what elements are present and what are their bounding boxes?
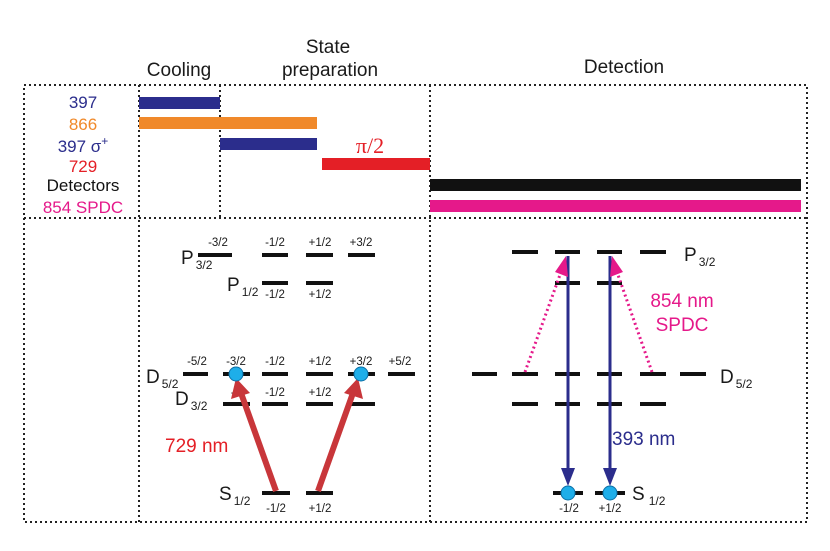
mj-P12-p12: +1/2	[309, 289, 332, 301]
mj-P32-p32: +3/2	[350, 237, 373, 249]
mj-D32-m12: -1/2	[265, 387, 285, 399]
det-mj-m12: -1/2	[559, 503, 579, 515]
label-866: 866	[69, 115, 97, 134]
pulse-866	[139, 117, 317, 129]
pulse-854	[430, 200, 801, 212]
prep-levels: P 3/2 -3/2 -1/2 +1/2 +3/2 P 1/2 -1/2 +1/2 …	[146, 237, 415, 515]
arrow-729-left	[238, 391, 279, 493]
label-pi-half: π/2	[356, 133, 384, 158]
mj-D52-m32: -3/2	[226, 356, 246, 368]
header-cooling: Cooling	[147, 60, 211, 81]
header-detection: Detection	[584, 57, 664, 78]
arrow-854-right	[615, 271, 654, 373]
label-397: 397	[69, 93, 97, 112]
sequence-labels: 397 866 397 σ+ 729 Detectors 854 SPDC	[43, 93, 123, 217]
det-label-S12: S 1/2	[632, 484, 666, 508]
label-P12: P 1/2	[227, 275, 259, 299]
mj-D52-m12: -1/2	[265, 356, 285, 368]
arrow-729-right	[315, 391, 356, 493]
label-detectors: Detectors	[47, 176, 120, 195]
mj-S12-p12: +1/2	[309, 503, 332, 515]
ion-dot-D52-m32	[228, 366, 244, 382]
header-state-line1: State	[306, 37, 350, 58]
arrowhead-854-left	[555, 256, 568, 277]
pulse-detectors	[430, 179, 801, 191]
det-mj-p12: +1/2	[599, 503, 622, 515]
arrow-854-left	[523, 271, 563, 373]
mj-D52-p12: +1/2	[309, 356, 332, 368]
mj-P12-m12: -1/2	[265, 289, 285, 301]
mj-D32-p12: +1/2	[309, 387, 332, 399]
label-D32: D 3/2	[175, 389, 208, 413]
header-state-line2: preparation	[282, 60, 378, 81]
mj-S12-m12: -1/2	[266, 503, 286, 515]
arrowhead-854-right	[610, 256, 623, 277]
outer-frame	[23, 84, 808, 523]
arrowhead-729-left	[231, 378, 250, 399]
det-label-D52: D 5/2	[720, 367, 753, 391]
frame-grid	[23, 84, 808, 523]
arrowhead-729-right	[344, 378, 363, 399]
ion-dot-S12-p12	[602, 485, 618, 501]
label-P32: P 3/2	[181, 248, 213, 272]
label-S12: S 1/2	[219, 484, 251, 508]
ion-dot-D52-p32	[353, 366, 369, 382]
arrowhead-393-left	[561, 468, 575, 486]
label-D52: D 5/2	[146, 367, 179, 391]
pulse-729	[322, 158, 430, 170]
label-729nm: 729 nm	[165, 436, 228, 457]
label-854nm: 854 nm	[650, 291, 713, 312]
mj-P32-m32: -3/2	[208, 237, 228, 249]
mj-D52-p32: +3/2	[350, 356, 373, 368]
mj-D52-p52: +5/2	[389, 356, 412, 368]
label-397-sigma: 397 σ+	[58, 134, 109, 156]
pulse-bars	[139, 97, 801, 212]
det-label-P32: P 3/2	[684, 245, 716, 269]
label-729: 729	[69, 157, 97, 176]
arrows-854	[523, 256, 654, 373]
ion-dot-S12-m12	[560, 485, 576, 501]
arrows-393	[561, 256, 617, 486]
label-393nm: 393 nm	[612, 429, 675, 450]
pulse-397-cooling	[139, 97, 220, 109]
mj-P32-m12: -1/2	[265, 237, 285, 249]
arrowhead-393-right	[603, 468, 617, 486]
label-spdc: SPDC	[656, 315, 709, 336]
arrows-729	[231, 378, 363, 493]
label-854: 854 SPDC	[43, 198, 123, 217]
pulse-397-sigma	[220, 138, 317, 150]
mj-P32-p12: +1/2	[309, 237, 332, 249]
mj-D52-m52: -5/2	[187, 356, 207, 368]
